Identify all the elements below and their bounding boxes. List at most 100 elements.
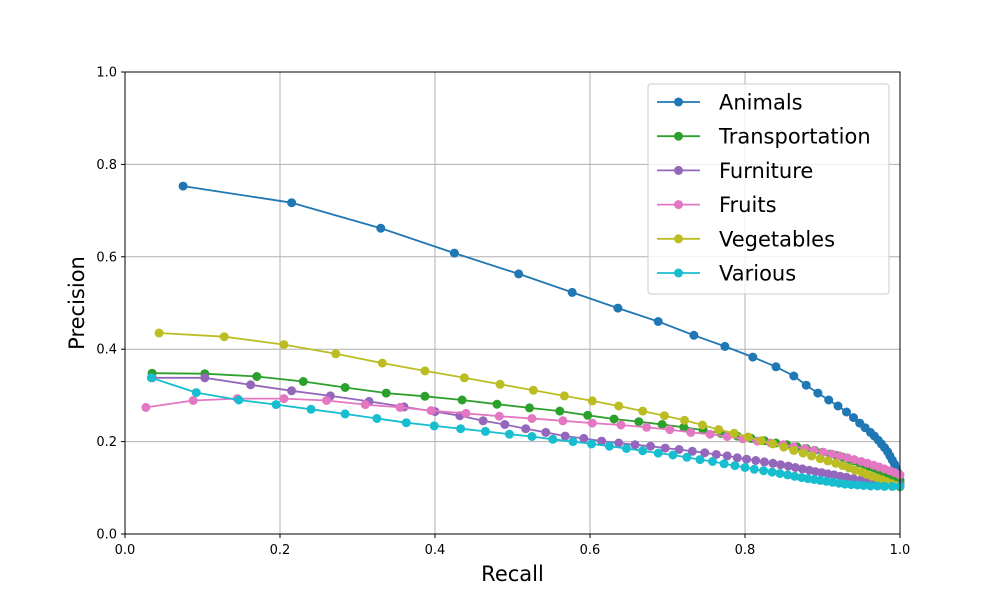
data-point xyxy=(426,406,436,416)
series-vegetables xyxy=(154,328,905,492)
data-point xyxy=(587,396,597,406)
data-point xyxy=(614,438,624,448)
y-tick-label: 0.0 xyxy=(96,528,117,543)
data-point xyxy=(689,330,699,340)
data-point xyxy=(514,269,524,279)
data-point xyxy=(567,287,577,297)
x-tick-label: 0.6 xyxy=(580,543,601,558)
data-point xyxy=(653,448,663,458)
x-axis-label: Recall xyxy=(481,562,544,586)
data-point xyxy=(638,406,648,416)
legend-entry-furniture: Furniture xyxy=(657,159,813,183)
data-point xyxy=(630,440,640,450)
data-point xyxy=(401,418,411,428)
data-point xyxy=(823,456,833,466)
data-point xyxy=(653,317,663,326)
data-point xyxy=(613,303,623,313)
legend-marker xyxy=(674,165,683,175)
data-point xyxy=(381,388,391,398)
data-point xyxy=(722,432,732,441)
data-point xyxy=(340,383,350,392)
data-point xyxy=(287,386,297,396)
data-point xyxy=(340,409,350,419)
data-point xyxy=(449,248,459,258)
data-point xyxy=(279,394,289,404)
data-point xyxy=(568,437,578,447)
data-point xyxy=(789,445,799,455)
data-point xyxy=(527,414,537,423)
data-point xyxy=(797,464,807,474)
data-point xyxy=(659,411,669,421)
series-animals xyxy=(178,181,905,485)
data-point xyxy=(279,340,289,350)
data-point xyxy=(555,406,565,416)
data-point xyxy=(188,396,198,405)
data-point xyxy=(775,469,785,478)
data-point xyxy=(719,459,729,469)
legend-entry-various: Various xyxy=(657,262,796,286)
legend-marker xyxy=(674,268,683,278)
data-point xyxy=(807,451,817,461)
legend-entry-vegetables: Vegetables xyxy=(657,227,835,251)
data-point xyxy=(798,448,808,458)
data-point xyxy=(849,413,858,423)
data-point xyxy=(801,380,811,390)
data-point xyxy=(604,441,614,451)
data-point xyxy=(759,457,769,467)
data-point xyxy=(732,453,742,463)
data-point xyxy=(815,454,825,464)
data-point xyxy=(679,422,689,432)
data-point xyxy=(521,424,531,434)
data-point xyxy=(866,481,875,491)
data-point xyxy=(322,396,331,405)
legend-entry-transportation: Transportation xyxy=(657,125,871,149)
data-point xyxy=(824,395,834,405)
data-point xyxy=(178,181,188,191)
data-point xyxy=(500,420,510,429)
axis-ticks: 0.0 0.2 0.4 0.6 0.8 1.0 0.0 0.2 0.4 0.6 0.8 1.0 xyxy=(96,66,910,559)
data-point xyxy=(779,442,789,452)
data-point xyxy=(376,223,386,233)
data-point xyxy=(720,341,730,351)
data-point xyxy=(494,411,504,421)
data-point xyxy=(842,472,851,482)
legend-box xyxy=(647,83,890,295)
legend-label: Furniture xyxy=(719,159,813,183)
series-fruits xyxy=(141,394,905,480)
data-point xyxy=(480,426,490,436)
data-point xyxy=(579,433,589,443)
data-point xyxy=(495,379,505,389)
data-point xyxy=(528,385,538,395)
data-point xyxy=(859,481,869,490)
data-point xyxy=(395,402,405,412)
data-point xyxy=(146,373,156,383)
data-point xyxy=(638,446,648,456)
data-point xyxy=(306,404,316,414)
data-point xyxy=(616,420,626,430)
data-point xyxy=(525,403,534,413)
x-tick-label: 0.8 xyxy=(735,543,756,558)
y-axis-label: Precision xyxy=(65,256,89,350)
data-point xyxy=(722,451,732,461)
data-point xyxy=(714,425,724,435)
data-point xyxy=(873,481,882,491)
data-point xyxy=(660,443,670,453)
data-point xyxy=(668,450,678,460)
x-tick-label: 1.0 xyxy=(890,543,911,558)
data-point xyxy=(252,372,262,381)
data-point xyxy=(597,436,607,446)
data-point xyxy=(621,444,631,453)
data-point xyxy=(759,466,769,476)
data-point xyxy=(730,461,740,471)
data-point xyxy=(559,391,569,401)
plot-frame xyxy=(124,71,901,535)
data-point xyxy=(377,358,387,368)
legend-marker xyxy=(674,97,683,107)
series-various xyxy=(146,373,905,491)
data-point xyxy=(642,422,652,432)
series-group xyxy=(141,181,905,492)
data-point xyxy=(686,427,696,437)
data-point xyxy=(583,410,593,420)
data-point xyxy=(141,402,151,412)
data-point xyxy=(558,416,568,426)
